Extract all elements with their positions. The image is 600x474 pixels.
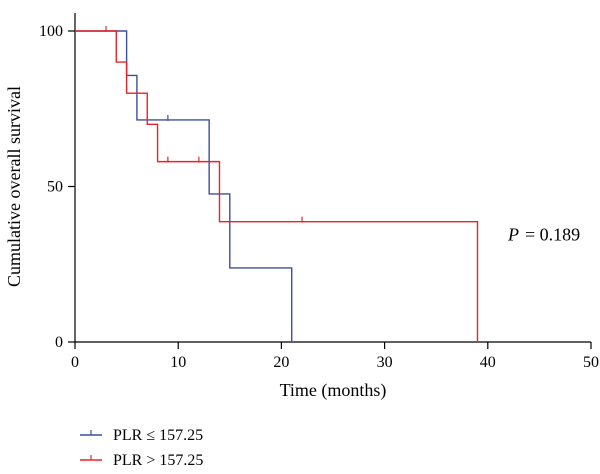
x-tick-label: 50 bbox=[583, 354, 599, 371]
axes bbox=[74, 13, 591, 343]
y-tick-label: 50 bbox=[47, 179, 63, 196]
p-value-symbol: P bbox=[507, 225, 519, 245]
legend-label-1: PLR ≤ 157.25 bbox=[113, 427, 203, 444]
p-value-number: = 0.189 bbox=[525, 225, 580, 245]
x-tick-label: 0 bbox=[71, 354, 79, 371]
plot-area bbox=[75, 26, 479, 342]
y-axis-title: Cumulative overall survival bbox=[4, 86, 24, 287]
x-tick-label: 20 bbox=[273, 354, 289, 371]
x-tick-label: 30 bbox=[377, 354, 393, 371]
y-tick-label: 100 bbox=[39, 23, 63, 40]
y-tick-label: 0 bbox=[55, 334, 63, 351]
x-axis-title: Time (months) bbox=[280, 380, 387, 401]
x-tick-label: 40 bbox=[480, 354, 496, 371]
survival-curve-2 bbox=[75, 30, 479, 342]
ticks: 0 50 100 0 10 20 30 40 50 bbox=[39, 23, 599, 371]
legend: PLR ≤ 157.25 PLR > 157.25 bbox=[80, 427, 203, 469]
legend-label-2: PLR > 157.25 bbox=[113, 452, 203, 469]
p-value-annotation: P = 0.189 bbox=[507, 225, 580, 245]
x-tick-label: 10 bbox=[170, 354, 186, 371]
survival-curve-1 bbox=[75, 30, 293, 342]
